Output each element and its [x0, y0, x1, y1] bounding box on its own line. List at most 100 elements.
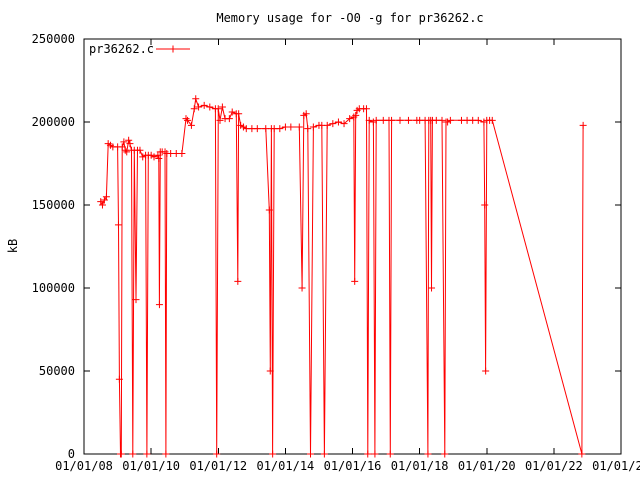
data-point — [129, 450, 137, 458]
series-line — [100, 98, 584, 455]
x-tick-label: 01/01/08 — [55, 459, 113, 473]
data-point — [136, 146, 144, 154]
y-axis-label: kB — [6, 239, 20, 253]
data-point — [155, 301, 163, 309]
series-layer — [97, 95, 587, 458]
data-point — [218, 103, 226, 111]
data-point — [265, 206, 273, 214]
data-point — [239, 123, 247, 131]
data-point — [155, 155, 163, 163]
y-tick-label: 0 — [68, 447, 75, 461]
data-point — [287, 123, 295, 131]
data-point — [125, 136, 133, 144]
data-point — [269, 450, 277, 458]
x-tick-label: 01/01/20 — [458, 459, 516, 473]
data-point — [161, 148, 169, 156]
data-point — [362, 105, 370, 113]
data-point — [329, 120, 337, 128]
y-axis-ticks: 0 50000 100000 150000 200000 250000 — [32, 32, 621, 461]
data-point — [214, 105, 222, 113]
data-point — [98, 201, 106, 209]
data-point — [295, 123, 303, 131]
data-point — [302, 110, 310, 118]
data-point — [182, 115, 190, 123]
data-point — [235, 110, 243, 118]
data-point — [126, 140, 134, 148]
data-point — [334, 118, 342, 126]
data-point — [365, 116, 373, 124]
data-point — [320, 450, 328, 458]
data-point — [120, 138, 128, 146]
data-point — [488, 116, 496, 124]
data-point — [216, 116, 224, 124]
data-point — [253, 125, 261, 133]
data-point — [482, 367, 490, 375]
data-point — [123, 148, 131, 156]
data-point — [481, 201, 489, 209]
data-point — [213, 450, 221, 458]
data-point — [115, 375, 123, 383]
legend-marker — [169, 45, 177, 53]
data-point — [143, 450, 151, 458]
data-point — [184, 116, 192, 124]
data-point — [304, 125, 312, 133]
data-point — [195, 103, 203, 111]
data-point — [424, 450, 432, 458]
data-point — [388, 116, 396, 124]
data-point — [102, 193, 110, 201]
data-point — [234, 277, 242, 285]
x-tick-label: 01/01/10 — [122, 459, 180, 473]
data-point — [139, 153, 147, 161]
data-point — [351, 277, 359, 285]
x-tick-label: 01/01/16 — [324, 459, 382, 473]
data-point — [340, 120, 348, 128]
data-point — [206, 103, 214, 111]
x-axis-ticks: 01/01/08 01/01/10 01/01/12 01/01/14 01/01/16… — [55, 39, 640, 473]
data-point — [307, 450, 315, 458]
chart-title: Memory usage for -O0 -g for pr36262.c — [216, 11, 483, 25]
data-point — [178, 150, 186, 158]
data-point — [266, 367, 274, 375]
data-point — [276, 125, 284, 133]
legend-entry-label: pr36262.c — [89, 42, 154, 56]
data-point — [118, 143, 126, 151]
data-point — [114, 221, 122, 229]
data-point — [162, 450, 170, 458]
data-point — [480, 118, 488, 126]
data-point — [579, 121, 587, 129]
data-point — [428, 284, 436, 292]
data-point — [132, 296, 140, 304]
y-tick-label: 200000 — [32, 115, 75, 129]
x-tick-label: 01/01/18 — [391, 459, 449, 473]
data-point — [147, 151, 155, 159]
data-point — [187, 121, 195, 129]
data-point — [364, 450, 372, 458]
data-point — [371, 450, 379, 458]
data-point — [578, 450, 586, 458]
data-point — [192, 95, 200, 103]
data-point — [474, 116, 482, 124]
data-point — [150, 153, 158, 161]
y-tick-label: 250000 — [32, 32, 75, 46]
data-point — [225, 115, 233, 123]
legend: pr36262.c — [89, 42, 190, 56]
y-tick-label: 150000 — [32, 198, 75, 212]
plot-border — [83, 38, 622, 455]
data-point — [323, 121, 331, 129]
data-point — [228, 108, 236, 116]
data-point — [446, 116, 454, 124]
data-point — [438, 116, 446, 124]
y-tick-label: 50000 — [39, 364, 75, 378]
x-tick-label: 01/01/12 — [189, 459, 247, 473]
x-tick-label: 01/01/24 — [592, 459, 640, 473]
data-point — [117, 450, 125, 458]
data-point — [121, 146, 129, 154]
x-tick-label: 01/01/14 — [256, 459, 314, 473]
data-point — [97, 198, 105, 206]
data-point — [386, 450, 394, 458]
data-point — [396, 116, 404, 124]
y-tick-label: 100000 — [32, 281, 75, 295]
data-point — [404, 116, 412, 124]
data-point — [346, 115, 354, 123]
